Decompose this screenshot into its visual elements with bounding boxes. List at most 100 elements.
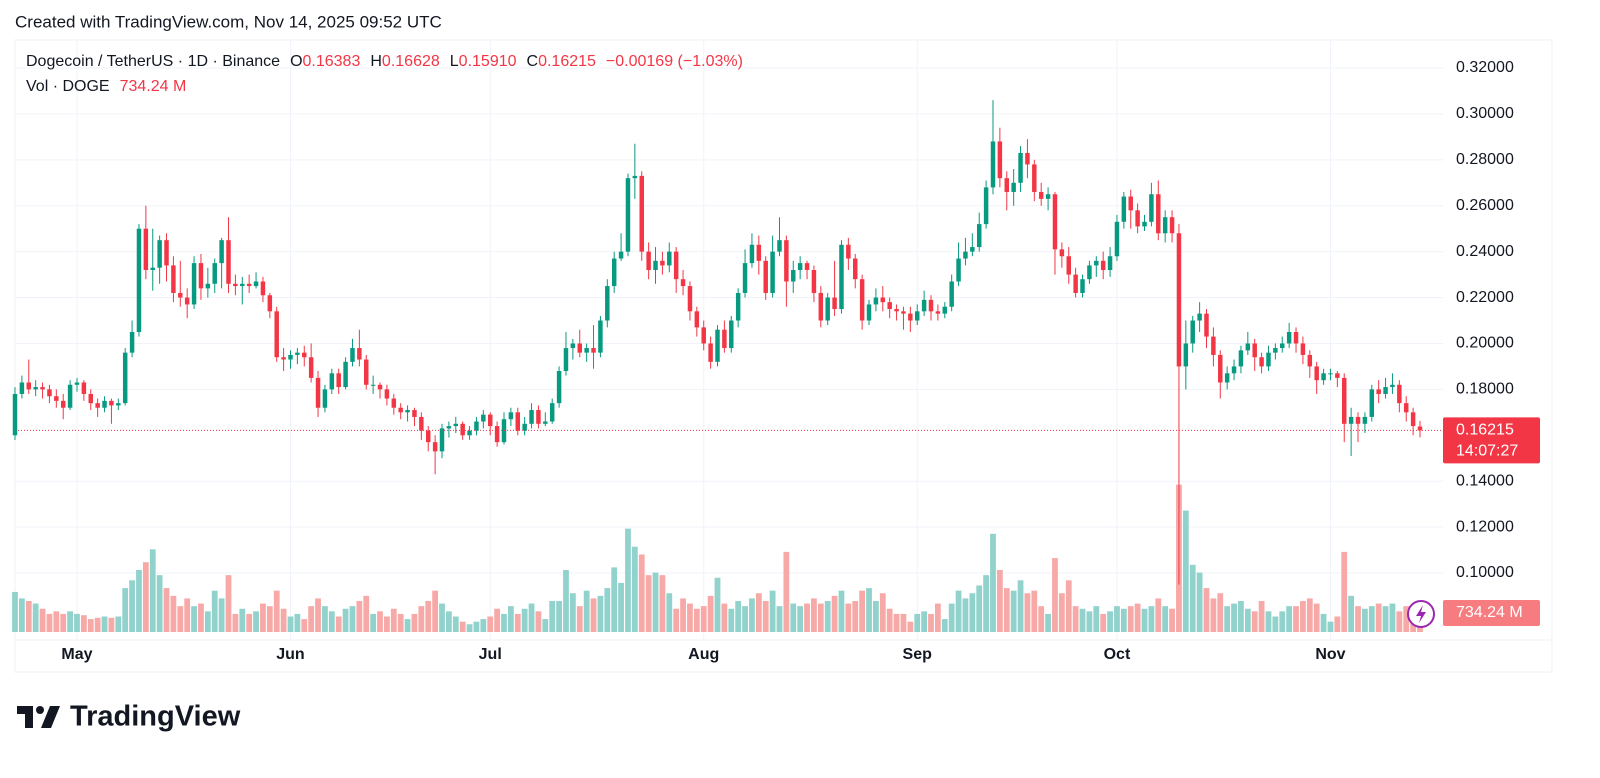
volume-bar [673,608,680,632]
candle-body [1245,343,1251,351]
candle-body [1114,221,1120,257]
volume-bar [721,603,728,632]
candle-body [1011,182,1016,192]
candle-body [329,373,335,390]
volume-bar [900,613,907,632]
candle-body [1156,194,1161,234]
candle-body [198,263,204,289]
candle-body [494,426,500,443]
volume-bar [308,606,315,632]
y-tick-label: 0.28000 [1456,151,1514,168]
volume-bar [39,608,46,632]
volume-bar [12,591,18,632]
volume-bar [687,603,693,632]
volume-bar [921,611,928,632]
volume-legend: Vol · DOGE 734.24 M [26,78,186,95]
volume-bar [163,588,170,632]
volume-bar [328,611,335,632]
candle-body [701,327,706,344]
volume-bar [452,616,459,632]
candle-body [818,292,824,321]
candle-body [1066,256,1071,275]
volume-bar [542,619,549,632]
candle-body [1286,331,1292,344]
candle-body [47,389,52,397]
candle-body [735,292,741,321]
volume-bar [418,606,425,632]
volume-bar [934,603,941,632]
volume-bar [301,619,308,632]
volume-bar [659,575,666,632]
overlay-layer: 0.32000 0.30000 0.28000 0.26000 0.24000 0.220… [15,59,1540,663]
candle-body [109,400,114,406]
candle-body [956,258,961,282]
volume-bar [1348,595,1355,632]
candle-body [832,297,837,310]
volume-bar [377,611,383,632]
candle-body [508,412,514,420]
volume-bar [742,606,748,632]
candle-body [288,354,293,360]
candle-body [364,359,369,385]
volume-bar [260,603,266,632]
volume-bar [969,593,976,632]
candle-body [983,187,989,225]
candle-body [26,382,32,390]
x-tick-label: May [61,646,92,663]
volume-bar [824,600,831,632]
volume-layer [12,484,1423,632]
candle-body [205,283,211,289]
logo-mark [36,706,44,714]
candle-body [797,263,803,271]
volume-bar [583,590,590,632]
volume-bar [466,624,473,632]
volume-bar [294,613,301,632]
candle-body [460,423,465,436]
candle-body [1307,354,1313,367]
candle-body [667,251,672,266]
volume-bar [232,613,239,632]
volume-bar [797,606,804,632]
volume-bar [1231,603,1237,632]
candle-body [770,251,775,293]
volume-bar [494,608,501,632]
volume-bar [94,617,101,632]
volume-bar [1217,593,1224,632]
candle-body [1211,336,1216,355]
volume-bar [1251,611,1258,632]
last-price-label: 0.16215 [1456,422,1514,439]
candle-body [246,283,252,287]
volume-bar [597,595,604,632]
candle-body [536,410,541,424]
volume-bar [32,603,39,632]
candle-body [343,361,348,388]
volume-bar [1389,603,1396,632]
candle-body [928,299,934,312]
volume-bar [101,616,108,632]
candle-body [398,407,403,413]
volume-bar [638,554,645,632]
candle-body [370,384,376,386]
volume-bar [177,606,184,632]
candle-body [598,320,603,353]
candle-body [350,348,355,362]
candle-body [591,348,596,353]
candle-body [859,279,865,321]
volume-bar [1382,606,1389,632]
volume-bar [446,611,452,632]
candle-body [1335,373,1340,378]
candle-body [570,343,576,349]
candle-body [584,348,589,353]
candle-body [1038,191,1044,199]
volume-bar [666,593,673,632]
volume-bar [1141,608,1148,632]
candle-body [1135,210,1140,227]
volume-bar [432,590,439,632]
candle-body [825,297,830,321]
candle-body [1176,233,1182,367]
volume-bar [1238,600,1244,632]
volume-bar [142,562,149,632]
volume-bar [611,567,618,632]
